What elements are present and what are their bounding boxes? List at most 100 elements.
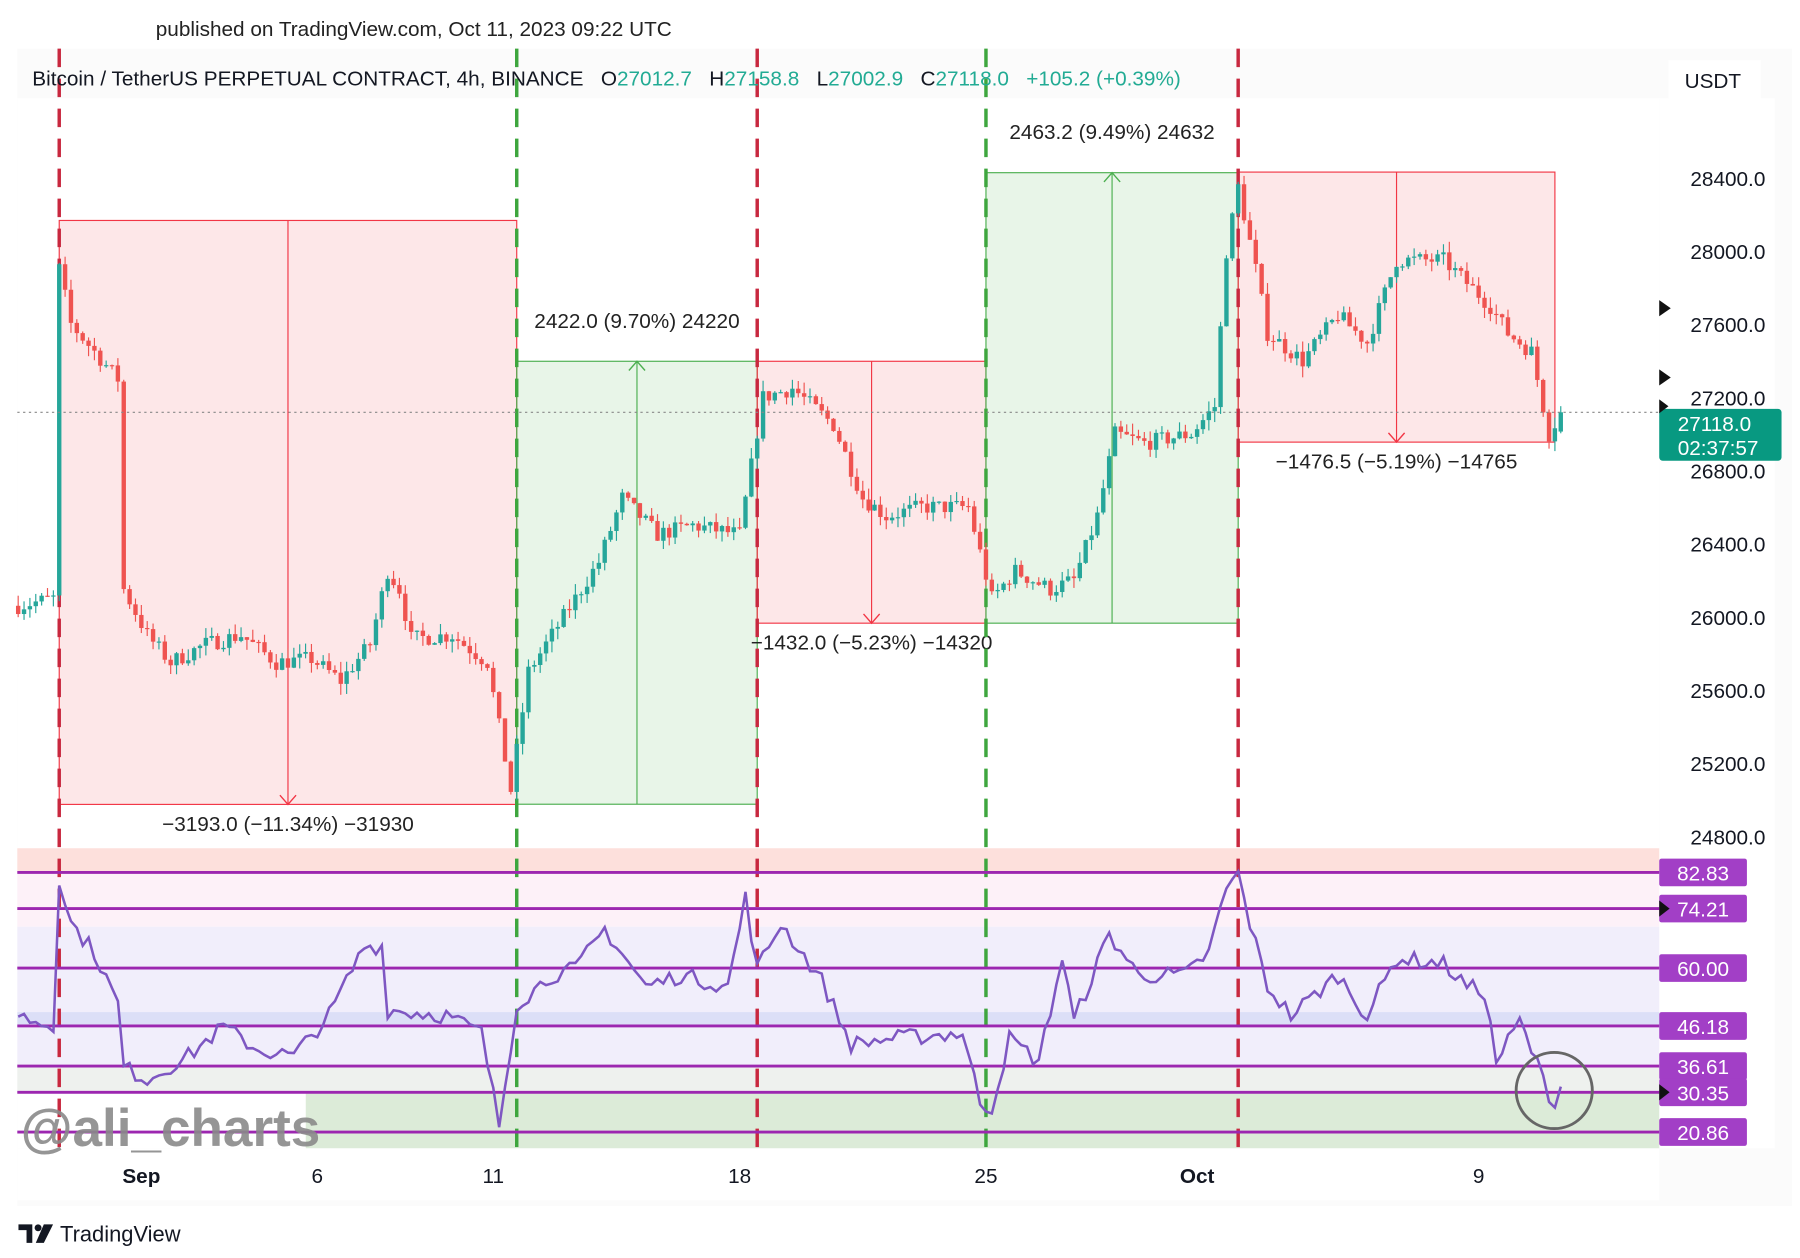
candle xyxy=(33,601,38,607)
candle xyxy=(743,496,748,528)
alert-marker-icon[interactable] xyxy=(1659,399,1669,414)
candle xyxy=(332,670,338,673)
candle xyxy=(1194,429,1200,437)
candle xyxy=(186,660,191,664)
candle xyxy=(391,578,396,586)
candle xyxy=(983,549,989,580)
oversold-circle-annotation[interactable] xyxy=(1514,1051,1594,1131)
candle xyxy=(543,641,549,654)
candle xyxy=(866,499,871,511)
candle xyxy=(485,664,490,668)
candle xyxy=(1376,303,1382,334)
candle xyxy=(948,501,953,513)
candle xyxy=(408,621,414,632)
candle xyxy=(608,530,613,540)
candle xyxy=(631,497,637,504)
currency-button[interactable]: USDT xyxy=(1685,70,1742,93)
rsi-level-tag xyxy=(1659,954,1747,982)
candle xyxy=(1370,333,1376,344)
symbol-header[interactable]: Bitcoin / TetherUS PERPETUAL CONTRACT, 4… xyxy=(32,68,1181,91)
rsi-level-label: 36.61 xyxy=(1677,1056,1729,1079)
candle xyxy=(274,662,279,670)
alert-marker-icon[interactable] xyxy=(1659,369,1671,386)
candle xyxy=(561,608,566,627)
candle xyxy=(303,651,308,654)
candle xyxy=(1277,339,1282,342)
price-tick-label: 25200.0 xyxy=(1690,753,1765,776)
candle xyxy=(1218,326,1223,408)
candle xyxy=(620,492,625,513)
candle xyxy=(1177,431,1182,439)
candle xyxy=(532,664,537,667)
symbol-title[interactable]: Bitcoin / TetherUS PERPETUAL CONTRACT, 4… xyxy=(32,68,583,91)
footer-brand: TradingView xyxy=(60,1222,181,1247)
candle xyxy=(538,653,543,665)
candle xyxy=(508,761,514,792)
candle xyxy=(356,658,361,672)
candle xyxy=(1189,436,1194,439)
candle xyxy=(901,508,907,518)
candle xyxy=(1388,277,1393,288)
candle xyxy=(1447,252,1452,271)
candle xyxy=(350,671,355,673)
candle xyxy=(250,639,255,642)
currency-button-bg[interactable] xyxy=(1668,60,1761,100)
candle xyxy=(1499,314,1505,318)
candle xyxy=(1018,564,1024,577)
candle xyxy=(1212,407,1217,412)
measure-label: −3193.0 (−11.34%) −31930 xyxy=(162,813,414,836)
x-axis-area[interactable] xyxy=(17,1148,1660,1201)
candle xyxy=(696,523,701,531)
alert-marker-icon[interactable] xyxy=(1659,300,1671,317)
candle xyxy=(889,517,895,521)
rsi-level-tag xyxy=(1659,894,1747,923)
candle xyxy=(989,579,995,592)
date-tick-label: 18 xyxy=(728,1165,751,1188)
candle xyxy=(256,641,261,644)
candle xyxy=(614,512,619,531)
candle xyxy=(1517,339,1522,345)
candle xyxy=(790,388,795,398)
rsi-level-label: 46.18 xyxy=(1677,1016,1729,1039)
candle xyxy=(1271,340,1276,343)
arrow-down-icon xyxy=(1387,432,1406,444)
candle xyxy=(68,289,74,323)
candle xyxy=(1083,540,1088,563)
alert-marker-icon[interactable] xyxy=(1659,900,1670,917)
candle xyxy=(1235,184,1241,214)
candle xyxy=(420,630,426,637)
candle xyxy=(625,492,631,498)
candle xyxy=(520,712,525,744)
measure-label: −1476.5 (−5.19%) −14765 xyxy=(1276,451,1518,474)
candle xyxy=(1124,431,1129,435)
candle xyxy=(1546,412,1552,442)
price-tick-label: 25600.0 xyxy=(1690,680,1765,703)
candle xyxy=(1318,334,1323,340)
candle xyxy=(479,659,484,665)
candle xyxy=(1130,434,1135,436)
candle xyxy=(150,629,156,642)
candle xyxy=(1224,258,1229,327)
alert-marker-icon[interactable] xyxy=(1659,1084,1670,1101)
rsi-level-label: 60.00 xyxy=(1677,958,1729,981)
change-value: +105.2 (+0.39%) xyxy=(1026,68,1181,91)
candle xyxy=(913,500,918,505)
candle xyxy=(491,667,496,693)
candle xyxy=(960,501,965,507)
rsi-level-tag xyxy=(1659,1052,1747,1080)
candle xyxy=(320,661,326,665)
plot-area[interactable] xyxy=(17,98,1660,849)
candle xyxy=(103,365,109,367)
candle xyxy=(221,647,226,650)
candle xyxy=(1148,440,1153,450)
candle xyxy=(362,644,367,659)
candle xyxy=(1153,432,1159,450)
low-value: 27002.9 xyxy=(828,68,903,91)
candle xyxy=(414,630,420,632)
candle xyxy=(837,430,842,442)
candle xyxy=(1106,456,1112,489)
countdown: 02:37:57 xyxy=(1678,437,1759,460)
candle xyxy=(1294,351,1300,359)
candle xyxy=(1429,259,1434,262)
